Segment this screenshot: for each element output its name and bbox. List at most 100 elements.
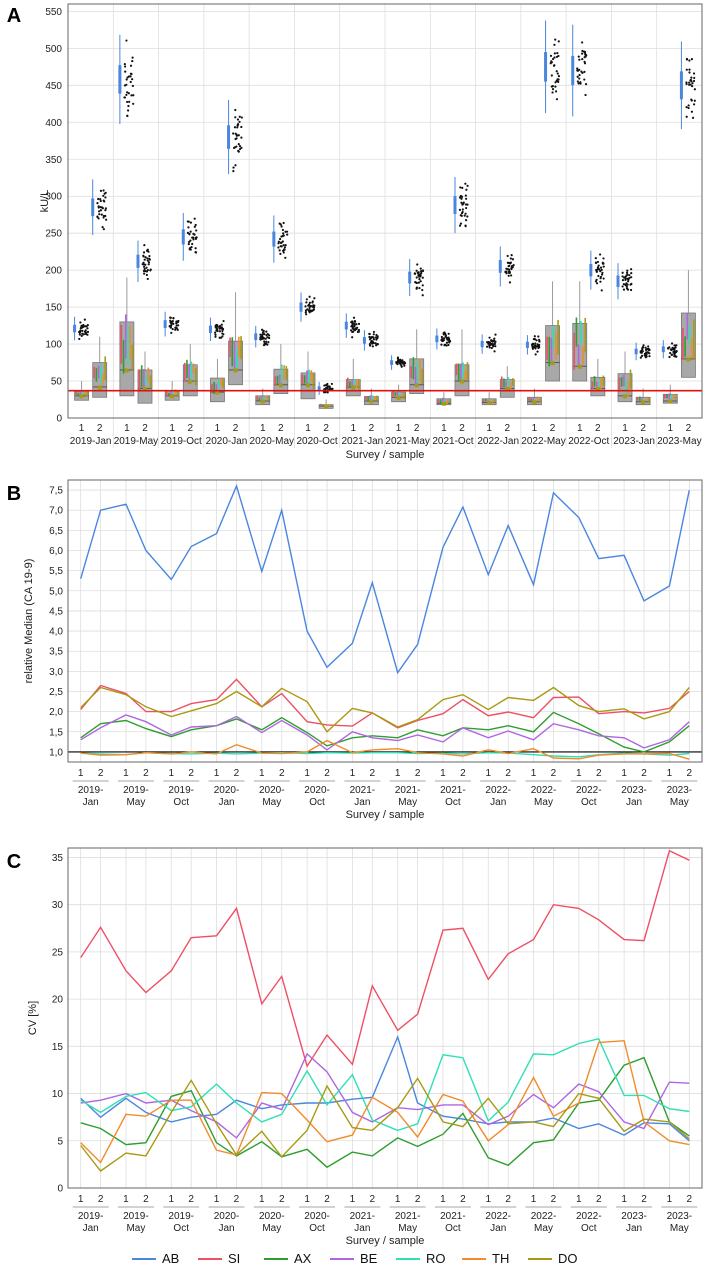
data-point (78, 331, 81, 334)
data-point (174, 326, 178, 330)
data-point (646, 348, 649, 351)
data-point (279, 223, 282, 226)
data-point (221, 332, 224, 335)
series-line-DO (80, 686, 690, 733)
data-point (668, 355, 671, 359)
data-point (278, 249, 281, 252)
data-point (218, 336, 221, 339)
data-point (688, 68, 691, 71)
data-point (447, 336, 450, 339)
data-point (581, 41, 584, 44)
panel-letter-c: C (7, 851, 21, 873)
data-point (400, 359, 404, 363)
data-point (79, 321, 82, 324)
data-point (265, 334, 268, 337)
x-sample-label: 1 (260, 423, 266, 434)
method-marker (278, 383, 283, 388)
x-sample-label: 2 (687, 1194, 693, 1205)
x-survey-label-year: 2021- (440, 1211, 466, 1222)
ab-box (163, 320, 167, 329)
data-point (192, 238, 195, 241)
data-point (281, 228, 285, 232)
data-point (232, 166, 235, 169)
data-point (351, 322, 354, 325)
plot-frame (67, 479, 703, 763)
legend-label-RO: RO (426, 1251, 446, 1266)
data-point (490, 339, 493, 342)
data-point (421, 276, 424, 279)
data-point (234, 116, 237, 119)
method-marker (97, 385, 102, 390)
data-point (126, 100, 129, 104)
data-point (421, 288, 424, 292)
data-point (534, 347, 537, 350)
x-survey-label: 2022-Jan (477, 436, 519, 447)
data-point (142, 263, 145, 266)
method-marker (505, 386, 510, 391)
data-point (188, 240, 191, 244)
x-survey-label-year: 2023- (667, 785, 693, 796)
series-line-TH (80, 739, 690, 760)
data-point (312, 308, 316, 311)
data-point (261, 333, 264, 336)
data-point (414, 281, 417, 284)
series-line-DO (80, 1077, 690, 1172)
data-point (622, 283, 625, 286)
data-point (84, 329, 87, 332)
data-point (177, 324, 180, 327)
data-point (194, 247, 197, 250)
data-point (685, 115, 688, 118)
data-point (174, 328, 177, 331)
method-marker (324, 404, 329, 409)
data-point (194, 237, 198, 240)
data-point (308, 295, 311, 298)
x-sample-label: 1 (259, 1194, 265, 1205)
data-point (594, 280, 598, 283)
y-tick-label: 100 (45, 340, 62, 351)
data-point (99, 206, 102, 209)
x-sample-label: 2 (460, 1194, 466, 1205)
data-point (171, 320, 174, 323)
data-point (688, 83, 691, 86)
panel-b-relative-median: B 1,0 1,5 2,0 2,5 3,0 3,5 4,0 4,5 5,0 5,5 6,0 6,5 7,0… (7, 479, 703, 821)
data-point (129, 64, 133, 67)
x-sample-label: 1 (396, 423, 402, 434)
x-survey-label: 2021-Oct (432, 436, 473, 447)
x-sample-label: 2 (596, 768, 602, 779)
data-point (264, 337, 267, 340)
data-point (78, 333, 81, 336)
data-point (308, 304, 311, 307)
data-point (630, 276, 633, 279)
y-tick-label: 30 (52, 900, 64, 911)
data-point (234, 164, 237, 167)
x-sample-label: 1 (576, 1194, 582, 1205)
data-point (143, 244, 146, 247)
data-point (642, 344, 645, 347)
ab-box (544, 52, 548, 82)
x-sample-label: 1 (531, 1194, 537, 1205)
data-point (535, 339, 538, 342)
data-point (372, 333, 375, 336)
data-point (262, 330, 265, 334)
data-point (488, 346, 491, 349)
data-point (416, 263, 419, 266)
data-point (368, 338, 371, 341)
data-point (352, 328, 355, 331)
data-point (536, 343, 539, 346)
y-tick-label: 0 (56, 414, 62, 425)
x-sample-label: 1 (577, 423, 583, 434)
data-point (489, 343, 492, 347)
x-survey-label: 2019-May (114, 436, 158, 447)
x-survey-label-month: Jan (626, 1223, 642, 1234)
data-point (693, 88, 696, 91)
data-point (644, 346, 647, 349)
y-tick-label: 0 (57, 1184, 63, 1195)
data-point (628, 276, 631, 280)
data-point (462, 201, 465, 204)
x-sample-label: 2 (279, 1194, 285, 1205)
x-survey-label-month: Oct (581, 797, 597, 808)
data-point (232, 146, 236, 150)
data-point (465, 188, 468, 191)
data-point (640, 349, 643, 352)
data-point (357, 322, 361, 326)
